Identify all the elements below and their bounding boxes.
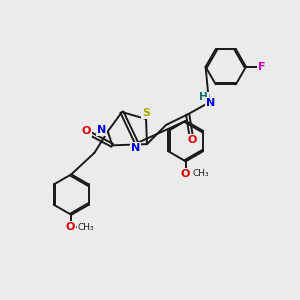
Text: O: O	[180, 169, 190, 179]
Text: N: N	[206, 98, 215, 107]
Text: F: F	[258, 62, 265, 72]
Text: N: N	[97, 125, 106, 135]
Text: CH₃: CH₃	[192, 169, 209, 178]
Text: O: O	[66, 222, 75, 232]
Text: S: S	[142, 108, 150, 118]
Text: O: O	[187, 135, 196, 145]
Text: O: O	[82, 126, 91, 136]
Text: N: N	[130, 143, 140, 153]
Text: H: H	[199, 92, 208, 103]
Text: CH₃: CH₃	[78, 223, 94, 232]
